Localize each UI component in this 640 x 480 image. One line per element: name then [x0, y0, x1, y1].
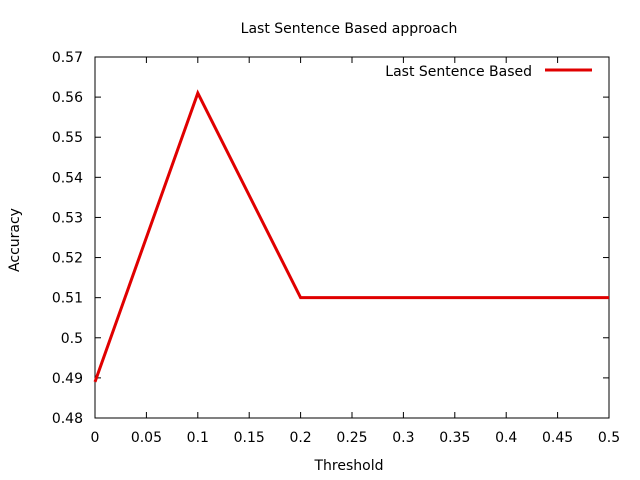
x-tick-label: 0.15	[234, 430, 265, 446]
y-tick-label: 0.49	[52, 371, 83, 387]
y-tick-label: 0.54	[52, 170, 83, 186]
x-tick-label: 0.4	[495, 430, 517, 446]
y-tick-label: 0.53	[52, 210, 83, 226]
x-tick-label: 0.3	[392, 430, 414, 446]
y-tick-labels: 0.48 0.49 0.5 0.51 0.52 0.53 0.54 0.55 0.56 0.57	[52, 50, 83, 427]
y-tick-label: 0.56	[52, 90, 83, 106]
series-layer	[93, 89, 609, 383]
x-tick-label: 0.2	[289, 430, 311, 446]
x-tick-label: 0	[91, 430, 100, 446]
y-axis-label: Accuracy	[7, 208, 23, 272]
legend: Last Sentence Based	[385, 64, 592, 80]
x-tick-label: 0.1	[187, 430, 209, 446]
y-tick-label: 0.5	[61, 331, 83, 347]
series-line	[93, 89, 609, 383]
y-tick-label: 0.55	[52, 130, 83, 146]
x-tick-label: 0.45	[542, 430, 573, 446]
x-tick-label: 0.35	[439, 430, 470, 446]
y-tick-label: 0.57	[52, 50, 83, 66]
y-tick-label: 0.51	[52, 291, 83, 307]
y-tick-label: 0.48	[52, 411, 83, 427]
x-tick-label: 0.5	[598, 430, 620, 446]
x-axis-label: Threshold	[314, 458, 384, 474]
axis-ticks	[94, 56, 610, 419]
x-tick-labels: 0 0.05 0.1 0.15 0.2 0.25 0.3 0.35 0.4 0.45 0.5	[91, 430, 621, 446]
legend-label: Last Sentence Based	[385, 64, 532, 80]
x-tick-label: 0.25	[336, 430, 367, 446]
x-tick-label: 0.05	[131, 430, 162, 446]
plot-frame	[94, 56, 610, 419]
y-tick-label: 0.52	[52, 251, 83, 267]
chart-title: Last Sentence Based approach	[241, 21, 458, 37]
